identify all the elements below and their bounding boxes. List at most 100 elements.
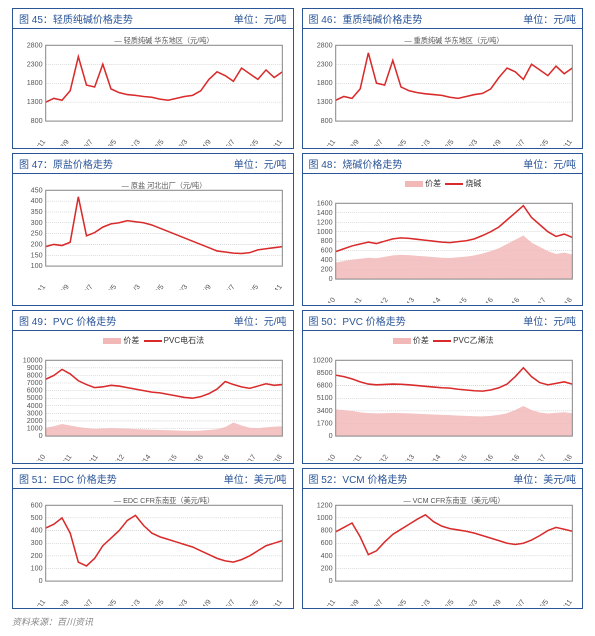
svg-text:15/7: 15/7 xyxy=(222,598,237,606)
svg-text:09/7: 09/7 xyxy=(80,283,95,291)
chart-45: 800130018002300280007/1108/909/710/511/3… xyxy=(17,33,289,146)
svg-text:08/9: 08/9 xyxy=(56,598,71,606)
panel-unit: 单位：元/吨 xyxy=(234,156,287,171)
svg-text:13/3: 13/3 xyxy=(464,598,479,606)
svg-text:3000: 3000 xyxy=(27,410,43,418)
svg-text:450: 450 xyxy=(31,186,43,194)
svg-text:300: 300 xyxy=(31,539,43,547)
svg-text:3/16: 3/16 xyxy=(480,454,495,462)
svg-text:400: 400 xyxy=(31,527,43,535)
svg-text:9/17: 9/17 xyxy=(533,454,548,462)
svg-text:5100: 5100 xyxy=(316,395,332,403)
svg-text:2300: 2300 xyxy=(27,60,43,68)
svg-text:1700: 1700 xyxy=(316,420,332,428)
panel-title: 图 48：烧碱价格走势 xyxy=(309,156,403,171)
svg-text:10/5: 10/5 xyxy=(104,138,119,146)
svg-text:15/7: 15/7 xyxy=(222,283,237,291)
svg-text:14/9: 14/9 xyxy=(488,598,503,606)
svg-text:07/11: 07/11 xyxy=(320,598,337,606)
svg-text:11/16: 11/16 xyxy=(504,296,521,304)
svg-text:10/5: 10/5 xyxy=(393,598,408,606)
svg-text:— 原盐 河北出厂（元/吨）: — 原盐 河北出厂（元/吨） xyxy=(122,181,207,190)
svg-text:— 轻质纯碱 华东地区（元/吨）: — 轻质纯碱 华东地区（元/吨） xyxy=(115,36,214,45)
svg-text:3/14: 3/14 xyxy=(427,454,442,462)
panel-unit: 单位：美元/吨 xyxy=(513,471,576,486)
chart-49: 0100020003000400050006000700080009000100… xyxy=(17,348,289,461)
svg-text:17/11: 17/11 xyxy=(557,138,574,146)
legend: 价差 PVC电石法 xyxy=(17,335,289,346)
svg-text:6000: 6000 xyxy=(27,387,43,395)
svg-text:600: 600 xyxy=(31,501,43,509)
svg-text:4000: 4000 xyxy=(27,402,43,410)
svg-text:1800: 1800 xyxy=(316,79,332,87)
svg-text:1000: 1000 xyxy=(316,227,332,235)
svg-text:16/5: 16/5 xyxy=(246,283,261,291)
svg-text:11/3: 11/3 xyxy=(417,138,431,146)
legend: 价差 PVC乙烯法 xyxy=(307,335,579,346)
source-text: 资料来源：百川资讯 xyxy=(12,615,583,628)
svg-text:07/11: 07/11 xyxy=(320,138,337,146)
svg-text:08/9: 08/9 xyxy=(346,598,361,606)
svg-text:11/15: 11/15 xyxy=(452,296,469,304)
panel-unit: 单位：元/吨 xyxy=(234,11,287,26)
svg-text:5/14: 5/14 xyxy=(138,454,153,462)
svg-text:15/7: 15/7 xyxy=(222,138,237,146)
panel-52: 图 52：VCM 价格走势单位：美元/吨02004006008001000120… xyxy=(302,468,584,609)
panel-unit: 单位：元/吨 xyxy=(523,11,576,26)
svg-text:— 重质纯碱 华东地区（元/吨）: — 重质纯碱 华东地区（元/吨） xyxy=(404,36,503,45)
svg-text:7000: 7000 xyxy=(27,379,43,387)
svg-text:1/16: 1/16 xyxy=(191,454,206,462)
svg-text:12/5: 12/5 xyxy=(151,598,166,606)
svg-text:600: 600 xyxy=(320,539,332,547)
svg-text:15/7: 15/7 xyxy=(512,138,527,146)
svg-text:08/9: 08/9 xyxy=(56,283,71,291)
svg-text:400: 400 xyxy=(31,197,43,205)
svg-text:14/9: 14/9 xyxy=(198,598,213,606)
svg-text:8000: 8000 xyxy=(27,372,43,380)
svg-text:09/7: 09/7 xyxy=(80,598,95,606)
svg-text:0: 0 xyxy=(328,577,332,585)
svg-text:11/11: 11/11 xyxy=(84,454,100,462)
svg-text:08/9: 08/9 xyxy=(56,138,71,146)
panel-50: 图 50：PVC 价格走势单位：元/吨价差 PVC乙烯法 01700340051… xyxy=(302,310,584,464)
svg-text:7/12: 7/12 xyxy=(375,454,390,462)
svg-text:7/18: 7/18 xyxy=(559,296,574,304)
svg-text:250: 250 xyxy=(31,229,43,237)
svg-text:0: 0 xyxy=(39,577,43,585)
svg-text:1800: 1800 xyxy=(27,79,43,87)
svg-text:09/7: 09/7 xyxy=(370,138,385,146)
chart-48: 020040060080010001200140016003/1011/117/… xyxy=(307,191,579,304)
svg-text:400: 400 xyxy=(320,552,332,560)
svg-text:11/13: 11/13 xyxy=(399,454,416,462)
svg-text:10/5: 10/5 xyxy=(393,138,408,146)
svg-text:600: 600 xyxy=(320,246,332,254)
svg-text:17/11: 17/11 xyxy=(557,598,574,606)
svg-text:200: 200 xyxy=(31,552,43,560)
panel-title: 图 49：PVC 价格走势 xyxy=(19,313,116,328)
svg-text:11/3: 11/3 xyxy=(128,598,142,606)
svg-text:7/18: 7/18 xyxy=(269,454,284,462)
svg-text:400: 400 xyxy=(320,256,332,264)
svg-text:3/10: 3/10 xyxy=(322,454,337,462)
svg-text:16/5: 16/5 xyxy=(535,598,550,606)
svg-text:11/16: 11/16 xyxy=(215,454,232,462)
svg-text:10/5: 10/5 xyxy=(104,283,119,291)
svg-text:3/15: 3/15 xyxy=(164,454,179,462)
panel-title: 图 46：重质纯碱价格走势 xyxy=(309,11,423,26)
svg-text:11/3: 11/3 xyxy=(417,598,431,606)
panel-46: 图 46：重质纯碱价格走势单位：元/吨800130018002300280007… xyxy=(302,8,584,149)
legend: 价差 烧碱 xyxy=(307,178,579,189)
svg-text:200: 200 xyxy=(320,265,332,273)
svg-text:11/16: 11/16 xyxy=(504,454,521,462)
svg-text:3/10: 3/10 xyxy=(322,296,337,304)
svg-text:11/13: 11/13 xyxy=(399,296,416,304)
panel-51: 图 51：EDC 价格走势单位：美元/吨01002003004005006000… xyxy=(12,468,294,609)
svg-text:100: 100 xyxy=(31,565,43,573)
svg-text:100: 100 xyxy=(31,262,43,270)
svg-text:300: 300 xyxy=(31,219,43,227)
panel-title: 图 47：原盐价格走势 xyxy=(19,156,113,171)
svg-text:200: 200 xyxy=(320,565,332,573)
svg-text:10/11: 10/11 xyxy=(57,454,74,462)
chart-51: 010020030040050060007/1108/909/710/511/3… xyxy=(17,493,289,606)
svg-text:7/18: 7/18 xyxy=(559,454,574,462)
